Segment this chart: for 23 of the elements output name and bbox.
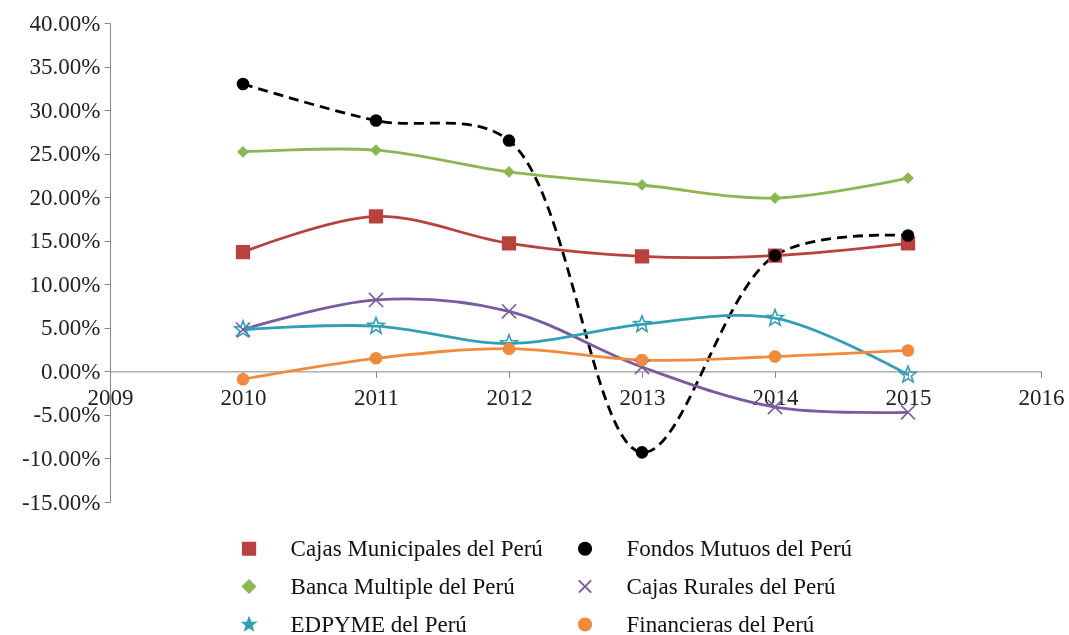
y-tick-label: 10.00% [29,271,101,297]
y-tick-label: 0.00% [41,358,101,384]
y-tick-label: 25.00% [29,141,101,167]
legend-label: Financieras del Perú [626,611,815,635]
x-tick-label: 2012 [486,384,533,410]
x-tick-label: 2010 [220,384,267,410]
legend-label: EDPYME del Perú [290,611,468,635]
x-tick-label: 2011 [353,384,400,410]
legend-label: Banca Multiple del Perú [290,573,516,599]
y-tick-label: 40.00% [29,10,101,36]
legend-label: Cajas Rurales del Perú [626,573,836,599]
y-tick-label: 20.00% [29,184,101,210]
x-tick-label: 2016 [1018,384,1065,410]
y-tick-label: 5.00% [41,315,101,341]
y-tick-label: -15.00% [21,489,101,515]
legend-label: Fondos Mutuos del Perú [626,535,853,561]
legend-label: Cajas Municipales del Perú [290,535,544,561]
x-tick-label: 2013 [619,384,666,410]
x-tick-label: 2015 [885,384,932,410]
y-tick-label: 15.00% [29,228,101,254]
y-tick-label: 30.00% [29,97,101,123]
y-tick-label: -10.00% [21,445,101,471]
y-tick-label: 35.00% [29,54,101,80]
